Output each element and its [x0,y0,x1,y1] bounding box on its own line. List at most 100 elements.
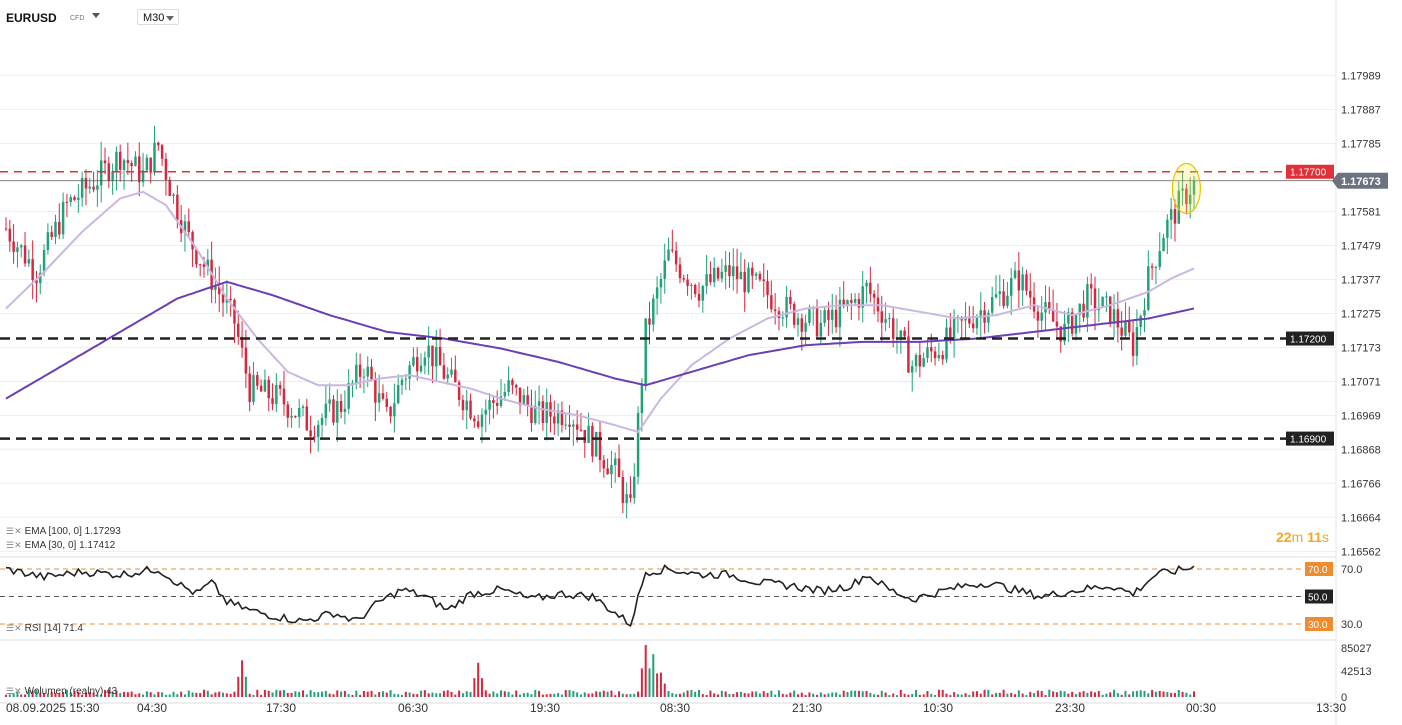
candle-body [1192,180,1196,195]
volume-bar [758,693,761,697]
settings-icon[interactable]: ☰✕ [6,686,22,696]
candle-body [682,278,686,280]
volume-bar [210,694,213,697]
volume-bar [602,690,605,697]
time-tick-label: 00:30 [1186,701,1216,715]
timer-seconds: 11 [1307,529,1322,545]
candle-body [1108,296,1112,324]
volume-bar [31,690,34,697]
volume-bar [1120,694,1123,697]
candle-body [176,194,179,221]
volume-bar [720,690,723,697]
candle-body [754,273,758,276]
volume-bar [328,693,331,697]
candle-body [294,416,297,418]
candle-body [891,318,895,339]
volume-bar [1078,692,1081,697]
candle-body [853,298,857,303]
volume-bar [248,693,251,697]
candle-body [693,284,697,295]
legend-ema30[interactable]: ☰✕ EMA [30, 0] 1.17412 [6,540,115,551]
candle-body [751,267,754,276]
candle-body [796,318,800,325]
rsi-line [5,564,1195,627]
volume-bar [621,693,624,697]
candle-body [16,247,19,252]
candle-body [126,160,130,164]
candle-body [888,318,891,320]
candle-body [1124,321,1127,336]
volume-bar [1151,689,1154,697]
candle-body [910,366,914,373]
volume-bar [1132,691,1135,697]
legend-volume[interactable]: ☰✕ Wolumen (realny) 43 [6,686,117,697]
candle-body [461,399,465,411]
volume-bar [1025,695,1028,697]
candle-body [792,303,796,325]
price-tick-label: 1.17071 [1341,377,1381,389]
candle-body [259,385,263,392]
volume-bar [1162,691,1165,697]
volume-bar [964,693,967,697]
volume-bar [530,694,533,697]
symbol-name[interactable]: EURUSD [6,11,57,25]
candle-body [1002,291,1005,306]
candle-body [8,228,12,242]
candle-body [747,267,750,293]
candle-body [1040,312,1043,321]
legend-ema100[interactable]: ☰✕ EMA [100, 0] 1.17293 [6,526,121,537]
volume-bar [709,690,712,697]
volume-bar [161,692,164,697]
rsi-panel: 70.0 50.0 30.0 70.0 30.0 [0,562,1362,631]
volume-bar [595,691,598,697]
settings-icon[interactable]: ☰✕ [6,526,22,536]
volume-bar [739,691,742,697]
volume-bar [633,693,636,697]
candle-body [522,395,526,406]
volume-bar [222,692,225,697]
timeframe-select[interactable]: M30 [137,9,179,25]
candle-body [758,273,762,280]
candle-body [690,284,693,286]
volume-bar [888,695,891,697]
volume-bar [340,691,343,697]
candle-body [613,458,617,466]
candle-body [789,296,792,304]
volume-bar [427,693,430,697]
symbol-dropdown-icon[interactable] [92,13,100,18]
candle-body [823,310,826,323]
volume-bar [1173,692,1176,697]
price-tick-label: 1.17785 [1341,138,1381,150]
candle-body [1029,290,1032,298]
volume-bar [926,691,929,697]
candle-body [598,431,602,461]
volume-bar [180,691,183,697]
volume-bar [12,693,15,697]
price-tick-label: 1.17887 [1341,104,1381,116]
volume-bar [915,689,918,697]
candle-body [4,228,8,230]
volume-bar [157,691,160,697]
volume-bar [743,693,746,697]
settings-icon[interactable]: ☰✕ [6,540,22,550]
volume-bar [522,693,525,697]
timeframe-label: M30 [143,12,165,24]
volume-bar [203,689,205,697]
volume-bar [1101,694,1104,697]
candle-body [80,178,84,198]
candle-body [1181,188,1184,191]
candle-body [819,322,823,337]
indicator-lines [5,190,1195,434]
candle-body [206,259,210,267]
volume-bar [100,694,103,697]
candle-body [88,186,92,189]
volume-bar [857,690,860,697]
candle-body [480,414,484,427]
settings-icon[interactable]: ☰✕ [6,623,22,633]
price-tick-label: 1.17581 [1341,206,1381,218]
candle-body [553,416,556,424]
legend-rsi[interactable]: ☰✕ RSI [14] 71.4 [6,623,83,634]
price-tick-label: 1.17173 [1341,343,1381,355]
candle-body [674,250,678,265]
